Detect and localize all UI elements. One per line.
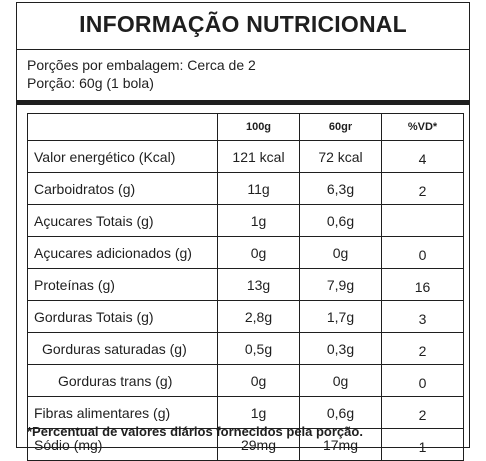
- daily-value: 2: [381, 172, 464, 205]
- header-per-100g: 100g: [217, 113, 300, 141]
- value-per-100g: 1g: [217, 396, 300, 429]
- nutrition-label: INFORMAÇÃO NUTRICIONAL Porções por embal…: [16, 2, 470, 461]
- value-per-100g: 0g: [217, 236, 300, 269]
- value-per-100g: 2,8g: [217, 300, 300, 333]
- value-per-100g: 1g: [217, 204, 300, 237]
- daily-value: 1: [381, 428, 464, 461]
- table-header-row: 100g 60gr %VD*: [27, 113, 464, 141]
- daily-value: 2: [381, 332, 464, 365]
- nutrient-name: Fibras alimentares (g): [27, 396, 218, 429]
- nutrient-name: Sódio (mg): [27, 428, 218, 461]
- table-row: Açucares Totais (g) 1g 0,6g: [27, 204, 464, 237]
- value-per-serving: 17mg: [299, 428, 382, 461]
- value-per-serving: 0g: [299, 364, 382, 397]
- table-row: Gorduras trans (g) 0g 0g 0: [27, 364, 464, 397]
- label-title: INFORMAÇÃO NUTRICIONAL: [79, 11, 407, 37]
- daily-value: 0: [381, 236, 464, 269]
- footnote: *Percentual de valores diários fornecido…: [27, 424, 363, 439]
- table-row: Gorduras Totais (g) 2,8g 1,7g 3: [27, 300, 464, 333]
- value-per-100g: 11g: [217, 172, 300, 205]
- table-row: Valor energético (Kcal) 121 kcal 72 kcal…: [27, 140, 464, 173]
- table-row: Sódio (mg) 29mg 17mg 1: [27, 428, 464, 461]
- nutrient-name: Gorduras Totais (g): [27, 300, 218, 333]
- header-per-serving: 60gr: [299, 113, 382, 141]
- table-row: Proteínas (g) 13g 7,9g 16: [27, 268, 464, 301]
- thick-divider: [17, 100, 469, 105]
- daily-value: 3: [381, 300, 464, 333]
- nutrient-name: Açucares Totais (g): [27, 204, 218, 237]
- value-per-serving: 1,7g: [299, 300, 382, 333]
- table-row: Carboidratos (g) 11g 6,3g 2: [27, 172, 464, 205]
- header-daily-value: %VD*: [381, 113, 464, 141]
- table-row: Açucares adicionados (g) 0g 0g 0: [27, 236, 464, 269]
- header-nutrient: [27, 113, 218, 141]
- daily-value: [381, 204, 464, 237]
- value-per-serving: 0,6g: [299, 204, 382, 237]
- nutrient-name: Açucares adicionados (g): [27, 236, 218, 269]
- value-per-100g: 0,5g: [217, 332, 300, 365]
- daily-value: 4: [381, 140, 464, 173]
- nutrient-name: Carboidratos (g): [27, 172, 218, 205]
- serving-size: Porção: 60g (1 bola): [27, 75, 154, 91]
- value-per-serving: 72 kcal: [299, 140, 382, 173]
- daily-value: 16: [381, 268, 464, 301]
- daily-value: 0: [381, 364, 464, 397]
- value-per-100g: 121 kcal: [217, 140, 300, 173]
- table-row: Fibras alimentares (g) 1g 0,6g 2: [27, 396, 464, 429]
- value-per-100g: 29mg: [217, 428, 300, 461]
- value-per-serving: 6,3g: [299, 172, 382, 205]
- servings-per-package: Porções por embalagem: Cerca de 2: [27, 57, 256, 73]
- nutrition-table: 100g 60gr %VD* Valor energético (Kcal) 1…: [27, 113, 464, 461]
- value-per-100g: 0g: [217, 364, 300, 397]
- value-per-serving: 0g: [299, 236, 382, 269]
- daily-value: 2: [381, 396, 464, 429]
- title-divider: [17, 49, 469, 50]
- value-per-100g: 13g: [217, 268, 300, 301]
- value-per-serving: 7,9g: [299, 268, 382, 301]
- nutrient-name: Gorduras trans (g): [27, 364, 218, 397]
- nutrient-name: Gorduras saturadas (g): [27, 332, 218, 365]
- value-per-serving: 0,3g: [299, 332, 382, 365]
- nutrient-name: Proteínas (g): [27, 268, 218, 301]
- nutrient-name: Valor energético (Kcal): [27, 140, 218, 173]
- table-row: Gorduras saturadas (g) 0,5g 0,3g 2: [27, 332, 464, 365]
